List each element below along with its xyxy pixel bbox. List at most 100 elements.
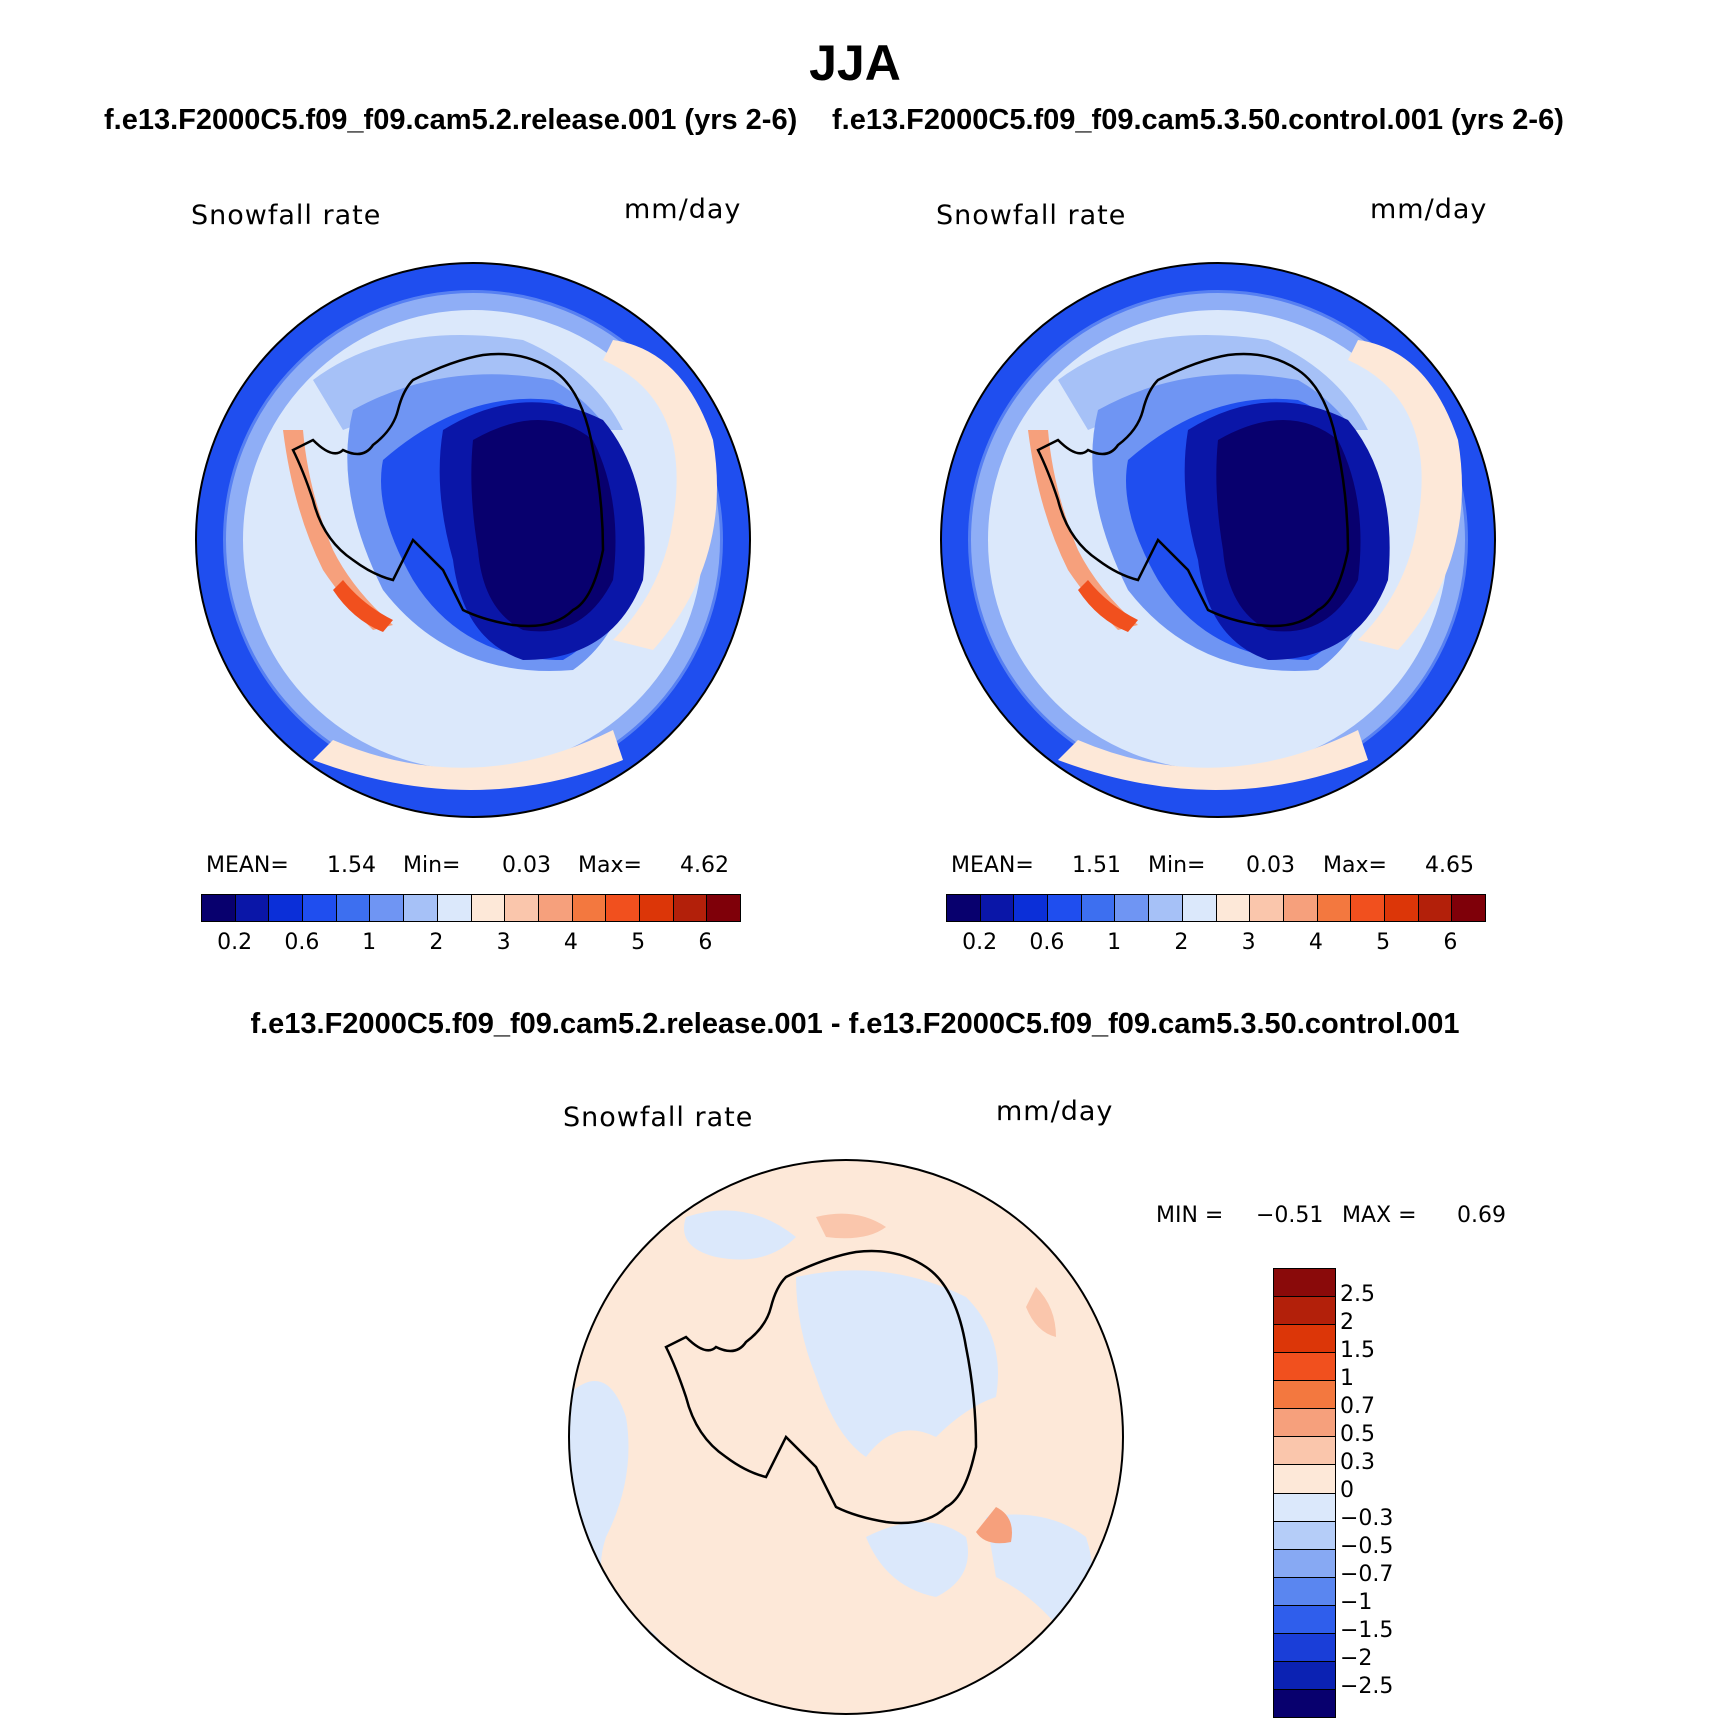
- colorbar-swatch: [1452, 895, 1485, 921]
- diff-colorbar: [1273, 1268, 1336, 1718]
- colorbar-tick-label: 4: [1308, 930, 1323, 955]
- left-colorbar: [201, 894, 741, 922]
- colorbar-tick-label: 2: [429, 930, 444, 955]
- colorbar-swatch: [1317, 895, 1352, 921]
- colorbar-swatch: [1274, 1661, 1335, 1690]
- left-mean-label: MEAN=: [206, 853, 289, 878]
- colorbar-swatch: [980, 895, 1015, 921]
- colorbar-swatch: [538, 895, 573, 921]
- right-max-value: 4.65: [1425, 853, 1474, 878]
- colorbar-tick-label: 0.2: [962, 930, 998, 955]
- colorbar-tick-label: 6: [698, 930, 713, 955]
- colorbar-tick-label: 0: [1340, 1478, 1354, 1503]
- colorbar-swatch: [1149, 895, 1183, 921]
- colorbar-tick-label: −2.5: [1340, 1674, 1394, 1699]
- colorbar-swatch: [1274, 1605, 1335, 1634]
- colorbar-swatch: [505, 895, 539, 921]
- colorbar-swatch: [1081, 895, 1116, 921]
- diff-max-label: MAX =: [1342, 1203, 1417, 1228]
- colorbar-tick-label: 5: [631, 930, 646, 955]
- colorbar-swatch: [1384, 895, 1419, 921]
- colorbar-swatch: [673, 895, 708, 921]
- right-max-label: Max=: [1323, 853, 1387, 878]
- colorbar-swatch: [1283, 895, 1318, 921]
- colorbar-tick-label: 0.6: [284, 930, 320, 955]
- colorbar-swatch: [1274, 1521, 1335, 1550]
- colorbar-swatch: [606, 895, 640, 921]
- colorbar-tick-label: 0.7: [1340, 1394, 1375, 1419]
- colorbar-tick-label: −1.5: [1340, 1618, 1394, 1643]
- colorbar-tick-label: 3: [1241, 930, 1256, 955]
- colorbar-swatch: [1274, 1325, 1335, 1354]
- left-max-label: Max=: [578, 853, 642, 878]
- colorbar-swatch: [303, 895, 337, 921]
- colorbar-swatch: [1182, 895, 1217, 921]
- diff-min-label: MIN =: [1156, 1203, 1224, 1228]
- left-min-label: Min=: [403, 853, 461, 878]
- colorbar-swatch: [1274, 1353, 1335, 1382]
- right-units-label: mm/day: [1370, 194, 1488, 225]
- colorbar-tick-label: 1: [1340, 1366, 1354, 1391]
- diff-polar-map: [568, 1159, 1124, 1715]
- colorbar-swatch: [336, 895, 371, 921]
- colorbar-swatch: [235, 895, 270, 921]
- colorbar-swatch: [269, 895, 304, 921]
- colorbar-swatch: [1274, 1409, 1335, 1438]
- colorbar-swatch: [947, 895, 981, 921]
- colorbar-swatch: [1274, 1269, 1335, 1298]
- right-mean-value: 1.51: [1072, 853, 1121, 878]
- left-mean-value: 1.54: [327, 853, 376, 878]
- season-title: JJA: [809, 35, 901, 91]
- colorbar-swatch: [1274, 1297, 1335, 1326]
- colorbar-tick-label: 1: [362, 930, 377, 955]
- colorbar-swatch: [404, 895, 438, 921]
- right-colorbar: [946, 894, 1486, 922]
- right-min-label: Min=: [1148, 853, 1206, 878]
- colorbar-tick-label: 0.6: [1029, 930, 1065, 955]
- colorbar-swatch: [1418, 895, 1453, 921]
- colorbar-tick-label: 1.5: [1340, 1338, 1375, 1363]
- colorbar-swatch: [1274, 1577, 1335, 1606]
- colorbar-swatch: [1014, 895, 1049, 921]
- colorbar-swatch: [1274, 1549, 1335, 1578]
- colorbar-tick-label: −0.5: [1340, 1534, 1394, 1559]
- colorbar-swatch: [202, 895, 236, 921]
- colorbar-tick-label: 3: [496, 930, 511, 955]
- diff-min-value: −0.51: [1256, 1203, 1324, 1228]
- colorbar-swatch: [1351, 895, 1385, 921]
- colorbar-tick-label: −1: [1340, 1590, 1373, 1615]
- right-mean-label: MEAN=: [951, 853, 1034, 878]
- colorbar-tick-label: 0.2: [217, 930, 253, 955]
- colorbar-swatch: [1250, 895, 1284, 921]
- colorbar-swatch: [471, 895, 506, 921]
- left-units-label: mm/day: [624, 194, 742, 225]
- colorbar-tick-label: 6: [1443, 930, 1458, 955]
- left-case-title: f.e13.F2000C5.f09_f09.cam5.2.release.001…: [104, 104, 798, 136]
- colorbar-tick-label: 0.3: [1340, 1450, 1375, 1475]
- left-polar-map: [195, 262, 751, 818]
- colorbar-tick-label: 4: [563, 930, 578, 955]
- colorbar-swatch: [639, 895, 674, 921]
- colorbar-swatch: [707, 895, 740, 921]
- colorbar-tick-label: 2: [1340, 1310, 1354, 1335]
- diff-variable-label: Snowfall rate: [563, 1102, 754, 1133]
- colorbar-swatch: [1274, 1465, 1335, 1494]
- diff-units-label: mm/day: [996, 1096, 1114, 1127]
- colorbar-tick-label: −0.3: [1340, 1506, 1394, 1531]
- right-polar-map: [940, 262, 1496, 818]
- colorbar-swatch: [1274, 1381, 1335, 1410]
- colorbar-swatch: [437, 895, 472, 921]
- colorbar-tick-label: 1: [1107, 930, 1122, 955]
- colorbar-tick-label: −0.7: [1340, 1562, 1394, 1587]
- right-case-title: f.e13.F2000C5.f09_f09.cam5.3.50.control.…: [832, 104, 1564, 136]
- colorbar-swatch: [1274, 1689, 1335, 1717]
- difference-title: f.e13.F2000C5.f09_f09.cam5.2.release.001…: [250, 1008, 1460, 1040]
- right-min-value: 0.03: [1246, 853, 1295, 878]
- colorbar-swatch: [1216, 895, 1251, 921]
- colorbar-swatch: [572, 895, 607, 921]
- diff-max-value: 0.69: [1457, 1203, 1506, 1228]
- colorbar-swatch: [370, 895, 405, 921]
- colorbar-tick-label: 2: [1174, 930, 1189, 955]
- colorbar-tick-label: 2.5: [1340, 1282, 1375, 1307]
- colorbar-swatch: [1274, 1493, 1335, 1522]
